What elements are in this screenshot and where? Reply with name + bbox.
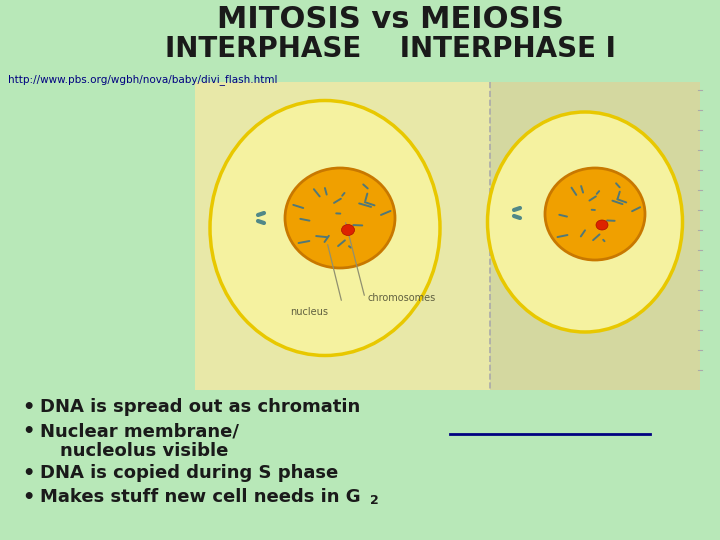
Text: DNA is copied during S phase: DNA is copied during S phase xyxy=(40,464,338,482)
Text: 2: 2 xyxy=(370,494,379,507)
Text: INTERPHASE    INTERPHASE I: INTERPHASE INTERPHASE I xyxy=(165,35,616,63)
Text: nucleus: nucleus xyxy=(290,307,328,317)
Text: Nuclear membrane/: Nuclear membrane/ xyxy=(40,422,239,440)
Text: nucleolus visible: nucleolus visible xyxy=(60,442,228,460)
FancyBboxPatch shape xyxy=(490,82,700,390)
Ellipse shape xyxy=(285,168,395,268)
Text: DNA is spread out as chromatin: DNA is spread out as chromatin xyxy=(40,398,360,416)
Text: http://www.pbs.org/wgbh/nova/baby/divi_flash.html: http://www.pbs.org/wgbh/nova/baby/divi_f… xyxy=(8,74,277,85)
Ellipse shape xyxy=(545,168,645,260)
FancyBboxPatch shape xyxy=(195,82,490,390)
Ellipse shape xyxy=(487,112,683,332)
Text: Makes stuff new cell needs in G: Makes stuff new cell needs in G xyxy=(40,488,361,506)
Text: •: • xyxy=(22,422,35,441)
Text: •: • xyxy=(22,464,35,483)
Text: chromosomes: chromosomes xyxy=(368,293,436,303)
Text: MITOSIS vs MEIOSIS: MITOSIS vs MEIOSIS xyxy=(217,5,564,34)
Ellipse shape xyxy=(341,225,354,235)
Text: •: • xyxy=(22,398,35,417)
Ellipse shape xyxy=(210,100,440,355)
Ellipse shape xyxy=(596,220,608,230)
Text: •: • xyxy=(22,488,35,507)
